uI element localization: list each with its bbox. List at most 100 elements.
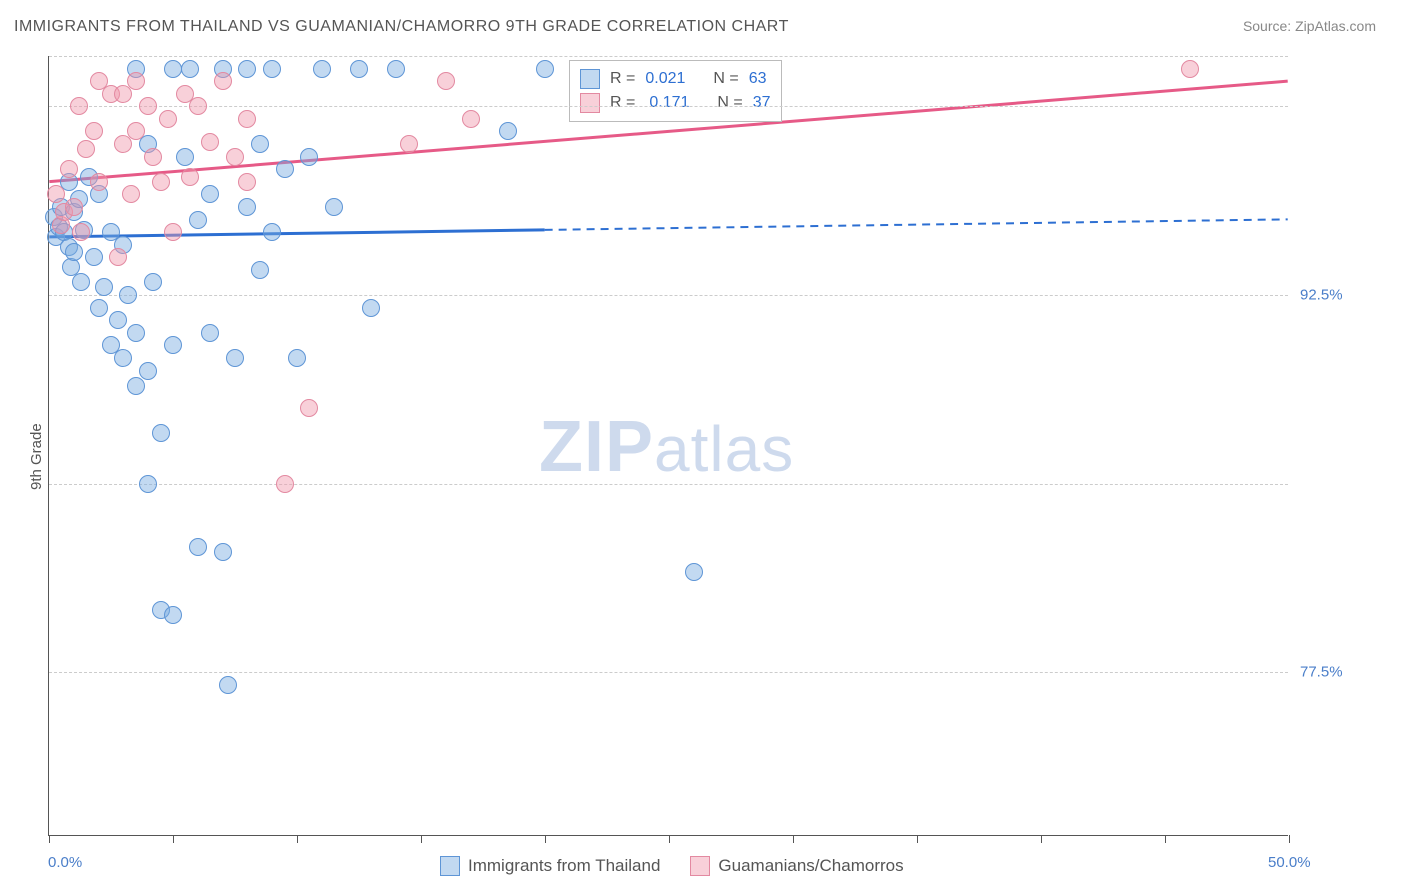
data-point [109, 311, 127, 329]
r-label: R = [610, 94, 635, 112]
data-point [499, 122, 517, 140]
data-point [139, 97, 157, 115]
source-label: Source: ZipAtlas.com [1243, 18, 1376, 34]
data-point [276, 475, 294, 493]
x-tick [669, 835, 670, 843]
data-point [226, 349, 244, 367]
swatch-icon [440, 856, 460, 876]
data-point [65, 243, 83, 261]
data-point [114, 349, 132, 367]
data-point [176, 148, 194, 166]
r-label: R = [610, 70, 635, 88]
x-tick-label: 50.0% [1268, 854, 1311, 871]
r-value: 0.021 [645, 70, 685, 88]
data-point [189, 97, 207, 115]
data-point [164, 606, 182, 624]
data-point [47, 185, 65, 203]
swatch-icon [580, 69, 600, 89]
data-point [90, 299, 108, 317]
y-tick-label: 77.5% [1300, 664, 1343, 681]
swatch-icon [580, 93, 600, 113]
stat-row: R = 0.171 N = 37 [580, 91, 771, 115]
n-label: N = [717, 94, 742, 112]
data-point [214, 543, 232, 561]
data-point [70, 97, 88, 115]
stat-row: R = 0.021 N = 63 [580, 67, 771, 91]
gridline [49, 106, 1288, 107]
data-point [144, 273, 162, 291]
data-point [251, 261, 269, 279]
data-point [127, 122, 145, 140]
gridline [49, 295, 1288, 296]
x-tick [545, 835, 546, 843]
data-point [263, 223, 281, 241]
data-point [127, 324, 145, 342]
plot-area: ZIPatlas R = 0.021 N = 63 R = 0.171 N = … [48, 56, 1288, 836]
data-point [109, 248, 127, 266]
data-point [300, 148, 318, 166]
x-tick-label: 0.0% [48, 854, 82, 871]
x-tick [917, 835, 918, 843]
data-point [387, 60, 405, 78]
legend-label: Guamanians/Chamorros [718, 856, 903, 876]
data-point [536, 60, 554, 78]
y-tick-label: 92.5% [1300, 287, 1343, 304]
data-point [189, 538, 207, 556]
data-point [152, 424, 170, 442]
bottom-legend: Immigrants from Thailand Guamanians/Cham… [440, 856, 904, 876]
data-point [139, 362, 157, 380]
data-point [77, 140, 95, 158]
x-tick [421, 835, 422, 843]
data-point [238, 60, 256, 78]
data-point [119, 286, 137, 304]
data-point [219, 676, 237, 694]
data-point [164, 336, 182, 354]
chart-title: IMMIGRANTS FROM THAILAND VS GUAMANIAN/CH… [14, 18, 789, 36]
data-point [288, 349, 306, 367]
data-point [201, 324, 219, 342]
data-point [164, 223, 182, 241]
data-point [238, 110, 256, 128]
data-point [238, 173, 256, 191]
data-point [181, 168, 199, 186]
x-tick [297, 835, 298, 843]
x-tick [793, 835, 794, 843]
data-point [437, 72, 455, 90]
data-point [362, 299, 380, 317]
data-point [276, 160, 294, 178]
r-value: 0.171 [649, 94, 689, 112]
data-point [85, 248, 103, 266]
x-tick [1165, 835, 1166, 843]
data-point [263, 60, 281, 78]
x-tick [49, 835, 50, 843]
x-tick [1289, 835, 1290, 843]
data-point [127, 72, 145, 90]
legend-label: Immigrants from Thailand [468, 856, 660, 876]
data-point [462, 110, 480, 128]
data-point [251, 135, 269, 153]
data-point [214, 72, 232, 90]
data-point [95, 278, 113, 296]
n-label: N = [713, 70, 738, 88]
data-point [325, 198, 343, 216]
data-point [189, 211, 207, 229]
data-point [127, 377, 145, 395]
data-point [226, 148, 244, 166]
data-point [313, 60, 331, 78]
stat-legend: R = 0.021 N = 63 R = 0.171 N = 37 [569, 60, 782, 122]
data-point [60, 160, 78, 178]
y-axis-label: 9th Grade [28, 423, 45, 490]
legend-item: Immigrants from Thailand [440, 856, 660, 876]
gridline [49, 56, 1288, 57]
data-point [300, 399, 318, 417]
data-point [139, 475, 157, 493]
data-point [85, 122, 103, 140]
swatch-icon [690, 856, 710, 876]
data-point [90, 173, 108, 191]
gridline [49, 672, 1288, 673]
data-point [1181, 60, 1199, 78]
data-point [144, 148, 162, 166]
data-point [164, 60, 182, 78]
data-point [72, 273, 90, 291]
data-point [72, 223, 90, 241]
